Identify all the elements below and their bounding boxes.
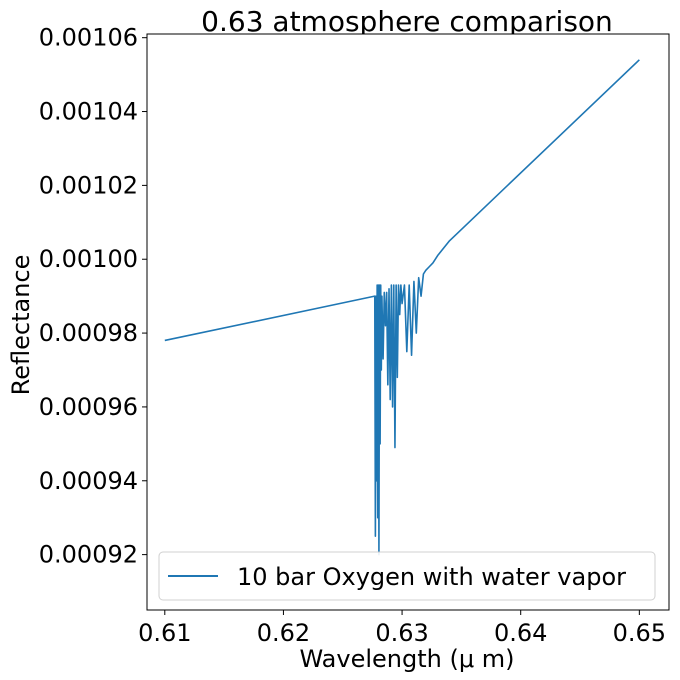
- x-tick-label: 0.63: [375, 619, 428, 647]
- legend: 10 bar Oxygen with water vapor: [158, 551, 656, 601]
- y-tick-label: 0.00092: [39, 541, 138, 569]
- y-tick-label: 0.00106: [39, 24, 138, 52]
- y-tick-label: 0.00102: [39, 171, 138, 199]
- y-axis-ticks: 0.00092 0.00094 0.00096 0.00098 0.00100 0.001…: [39, 24, 147, 569]
- chart-title: 0.63 atmosphere comparison: [201, 5, 613, 38]
- y-axis-label: Reflectance: [7, 255, 35, 396]
- series-line: [164, 59, 640, 556]
- y-tick-label: 0.00098: [39, 319, 138, 347]
- legend-box: [158, 551, 656, 601]
- x-axis-ticks: 0.61 0.62 0.63 0.64 0.65: [138, 610, 666, 647]
- y-tick-label: 0.00096: [39, 393, 138, 421]
- series-layer: [164, 59, 640, 556]
- y-tick-label: 0.00094: [39, 467, 138, 495]
- legend-label: 10 bar Oxygen with water vapor: [237, 563, 626, 591]
- y-tick-label: 0.00104: [39, 98, 138, 126]
- y-tick-label: 0.00100: [39, 245, 138, 273]
- x-tick-label: 0.65: [613, 619, 666, 647]
- x-axis-label: Wavelength (μ m): [299, 645, 514, 673]
- x-tick-label: 0.62: [257, 619, 310, 647]
- x-tick-label: 0.64: [494, 619, 547, 647]
- x-tick-label: 0.61: [138, 619, 191, 647]
